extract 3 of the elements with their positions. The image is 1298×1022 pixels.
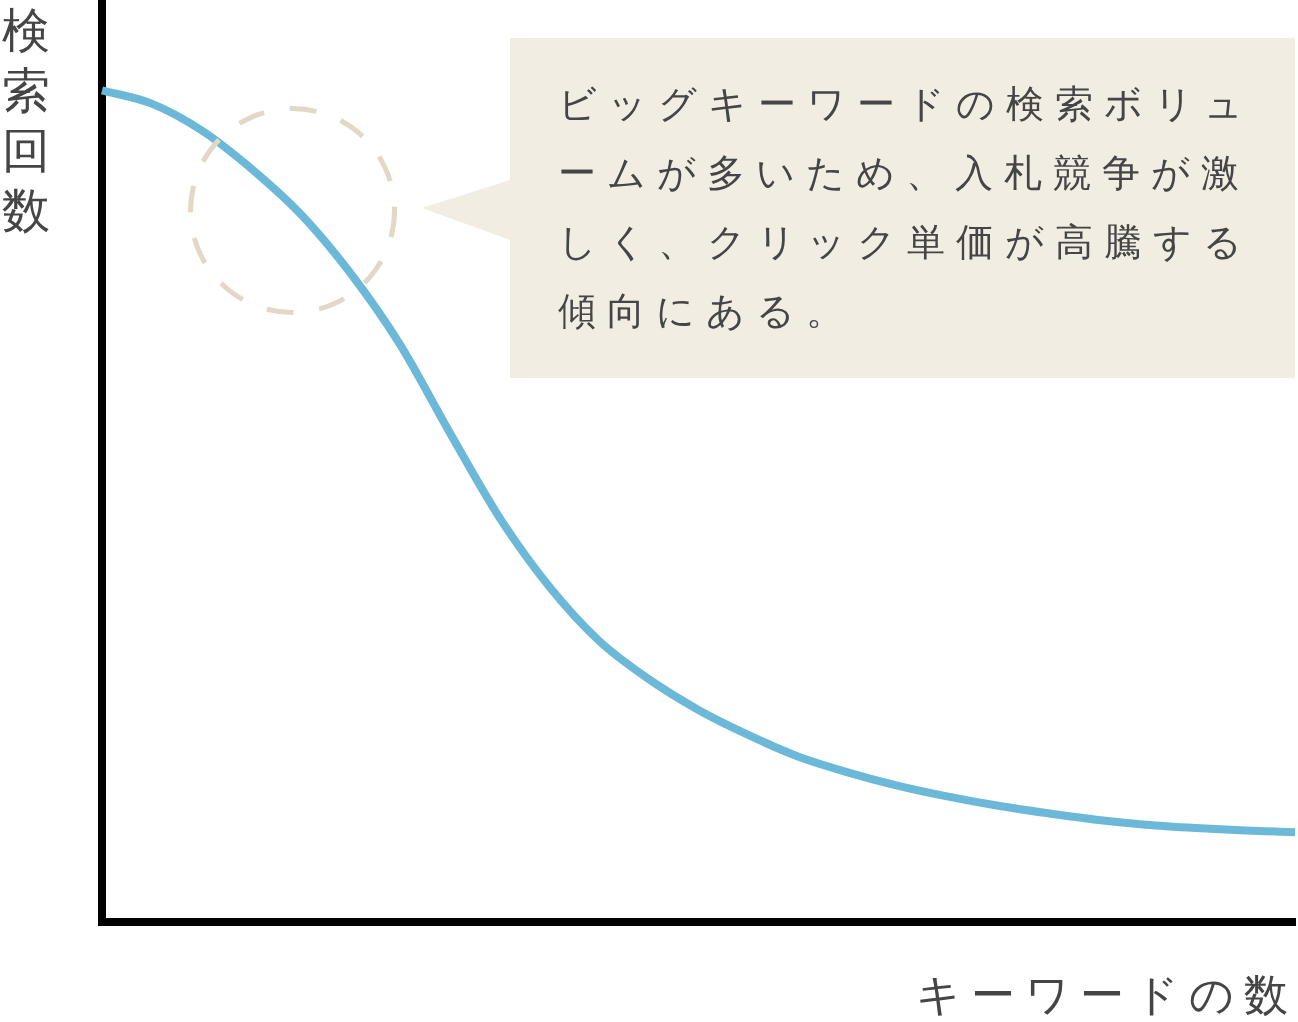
y-axis-title: 検索回数: [2, 1, 51, 240]
annotation: ビッグキーワードの検索ボリュームが多いため、入札競争が激しく、クリック単価が高騰する傾向にある。: [558, 81, 1255, 335]
x-axis-title: キーワードの数: [916, 968, 1298, 1022]
